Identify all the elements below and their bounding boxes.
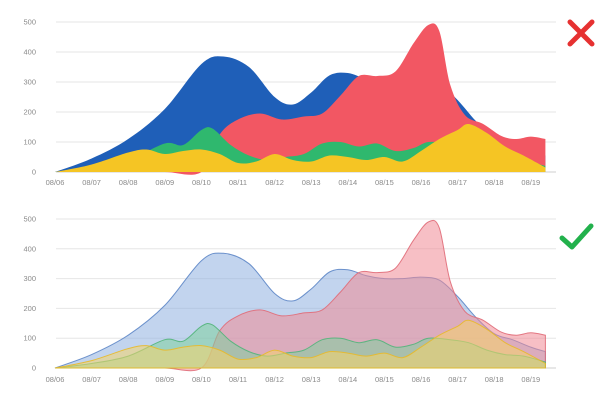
x-tick-label: 08/19 bbox=[521, 178, 540, 187]
x-tick-label: 08/15 bbox=[375, 178, 394, 187]
chart-panel-good: 0 100 200 300 400 500 08/06 08/07 08/08 08/09 08/1… bbox=[23, 215, 594, 384]
x-tick-label: 08/07 bbox=[82, 375, 101, 384]
y-tick-label: 300 bbox=[23, 274, 36, 283]
x-tick-label: 08/08 bbox=[119, 375, 138, 384]
area-series-4 bbox=[54, 319, 546, 369]
x-tick-label: 08/13 bbox=[302, 375, 321, 384]
y-tick-label: 400 bbox=[23, 244, 36, 253]
x-tick-label: 08/10 bbox=[192, 375, 211, 384]
x-tick-label: 08/12 bbox=[265, 375, 284, 384]
x-tick-label: 08/11 bbox=[229, 375, 247, 384]
x-tick-label: 08/09 bbox=[155, 375, 174, 384]
y-tick-label: 300 bbox=[23, 78, 36, 87]
x-tick-label: 08/11 bbox=[229, 178, 247, 187]
x-tick-label: 08/17 bbox=[448, 375, 467, 384]
y-tick-label: 400 bbox=[23, 48, 36, 57]
x-tick-label: 08/09 bbox=[155, 178, 174, 187]
x-tick-label: 08/18 bbox=[485, 375, 504, 384]
y-tick-label: 200 bbox=[23, 304, 36, 313]
chart-panel-bad: 0 100 200 300 400 500 08/06 08/07 08/08 08/09 08/1… bbox=[23, 18, 595, 187]
y-tick-label: 0 bbox=[32, 168, 36, 177]
x-tick-label: 08/06 bbox=[46, 375, 65, 384]
x-tick-label: 08/06 bbox=[46, 178, 65, 187]
y-tick-label: 100 bbox=[23, 334, 36, 343]
x-tick-label: 08/15 bbox=[375, 375, 394, 384]
x-tick-label: 08/16 bbox=[412, 375, 431, 384]
x-tick-label: 08/13 bbox=[302, 178, 321, 187]
y-tick-label: 100 bbox=[23, 138, 36, 147]
x-tick-label: 08/07 bbox=[82, 178, 101, 187]
y-tick-label: 500 bbox=[23, 18, 36, 27]
x-tick-label: 08/12 bbox=[265, 178, 284, 187]
x-tick-label: 08/17 bbox=[448, 178, 467, 187]
area-series-2 bbox=[55, 23, 546, 175]
x-tick-label: 08/10 bbox=[192, 178, 211, 187]
x-tick-label: 08/16 bbox=[412, 178, 431, 187]
x-tick-label: 08/14 bbox=[338, 375, 357, 384]
x-tick-label: 08/14 bbox=[338, 178, 357, 187]
y-tick-label: 200 bbox=[23, 108, 36, 117]
green-check-icon bbox=[559, 223, 594, 250]
x-tick-label: 08/18 bbox=[485, 178, 504, 187]
area-series-4 bbox=[55, 123, 546, 172]
y-tick-label: 0 bbox=[32, 364, 36, 373]
red-x-icon bbox=[567, 19, 595, 47]
x-tick-label: 08/08 bbox=[119, 178, 138, 187]
x-tick-label: 08/19 bbox=[521, 375, 540, 384]
y-tick-label: 500 bbox=[23, 215, 36, 224]
